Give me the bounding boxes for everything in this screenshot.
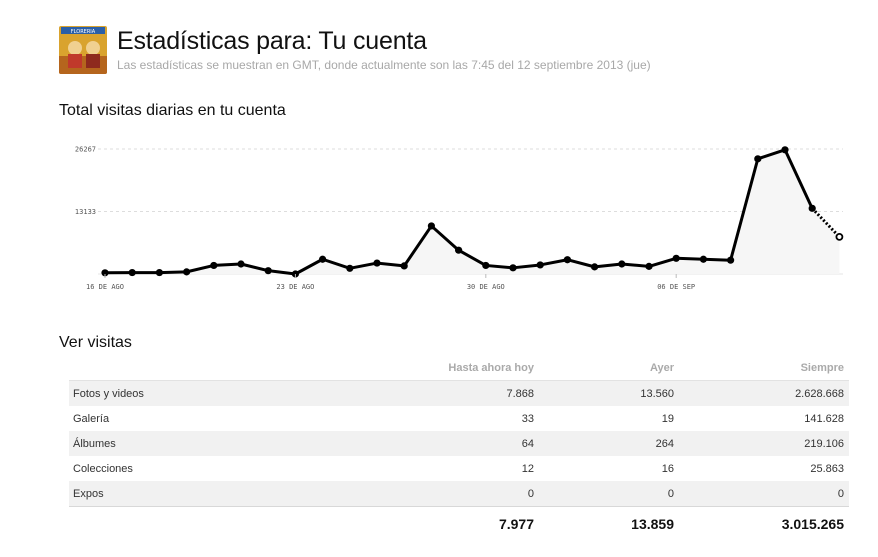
row-label: Fotos y videos [69,380,409,406]
data-point [155,268,163,277]
table-header-row: Hasta ahora hoy Ayer Siempre [69,356,849,381]
total-always: 3.015.265 [679,506,849,539]
cell-always: 219.106 [679,431,849,456]
page-subtitle: Las estadísticas se muestran en GMT, don… [117,58,651,72]
data-point [319,255,327,263]
data-point [808,204,816,212]
cell-yesterday: 16 [661,462,674,475]
cell-today: 7.868 [409,380,539,406]
totals-label [69,506,409,539]
x-tick-label: 06 DE SEP [657,283,695,291]
data-point [237,260,245,268]
data-point [482,261,490,270]
data-point [346,264,354,272]
cell-today: 33 [521,412,534,425]
data-point [128,268,136,277]
cell-yesterday: 0 [539,481,679,507]
data-point [754,155,762,163]
y-tick-label: 13133 [75,208,96,216]
data-point [645,262,653,270]
column-header-label [69,356,409,381]
cell-always: 2.628.668 [679,380,849,406]
data-point [727,256,735,264]
cell-always: 0 [679,481,849,507]
cell-yesterday: 13.560 [539,380,679,406]
data-point [400,262,408,270]
cell-always: 25.863 [810,462,844,475]
x-tick-label: 30 DE AGO [467,283,505,291]
data-point [373,259,381,267]
page-title: Estadísticas para: Tu cuenta [117,27,427,55]
column-header-today: Hasta ahora hoy [448,362,534,374]
total-today: 7.977 [409,506,539,539]
data-point [618,260,626,268]
data-point [210,261,218,270]
table-row: Expos 0 0 0 [69,481,849,507]
data-point [781,146,789,154]
data-point [672,254,680,262]
cell-always: 141.628 [804,412,844,425]
table-row: Álbumes 64 264 219.106 [69,431,849,456]
data-point [536,261,544,269]
daily-visits-chart: 13133 26267 16 DE AGO 23 DE AGO 30 DE AGO 06 … [75,146,844,291]
row-label: Expos [69,481,409,507]
data-point [101,269,109,277]
data-point [264,267,272,275]
y-tick-label: 26267 [75,146,96,154]
data-point [699,255,708,263]
cell-today: 64 [409,431,539,456]
table-row: Galería 33 19 141.628 [69,406,849,431]
cell-yesterday: 19 [661,412,674,425]
data-point [455,246,463,254]
visits-table: Hasta ahora hoy Ayer Siempre Fotos y vid… [69,356,849,539]
row-label: Colecciones [73,462,133,475]
column-header-always: Siempre [800,362,844,374]
table-row: Colecciones 12 16 25.863 [69,456,849,481]
series-line-partial [811,207,841,238]
totals-row: 7.977 13.859 3.015.265 [69,506,849,539]
row-label: Galería [73,412,110,425]
area-fill [105,149,840,274]
x-tick-label: 23 DE AGO [276,283,314,291]
x-tick-label: 16 DE AGO [86,283,124,291]
svg-text:FLORERIA: FLORERIA [71,29,96,35]
cell-today: 12 [521,462,534,475]
data-point [183,268,191,276]
avatar[interactable]: FLORERIA [59,26,107,74]
chart-title: Total visitas diarias en tu cuenta [59,102,286,119]
total-yesterday: 13.859 [539,506,679,539]
column-header-yesterday: Ayer [649,362,674,374]
data-point [835,232,844,241]
data-point [427,222,435,230]
table-row: Fotos y videos 7.868 13.560 2.628.668 [69,380,849,406]
row-label: Álbumes [69,431,409,456]
data-point [563,256,572,264]
table-title: Ver visitas [59,334,132,351]
cell-today: 0 [409,481,539,507]
data-point [591,263,599,271]
cell-yesterday: 264 [539,431,679,456]
data-point [509,264,517,272]
